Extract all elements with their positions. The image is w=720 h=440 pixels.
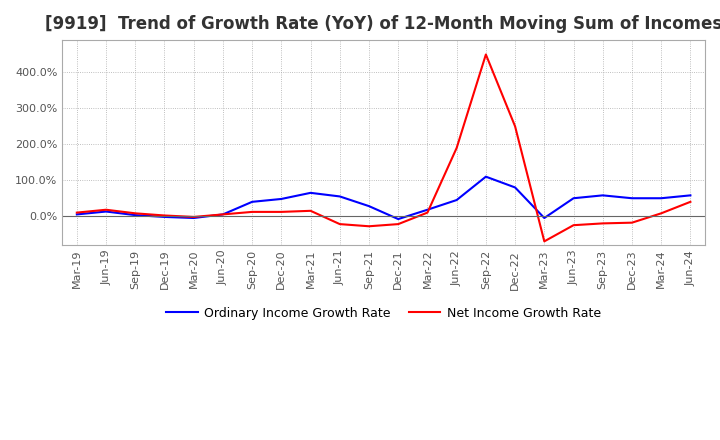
Net Income Growth Rate <box>248 209 256 215</box>
Net Income Growth Rate <box>482 52 490 57</box>
Ordinary Income Growth Rate <box>482 174 490 180</box>
Ordinary Income Growth Rate <box>160 214 168 220</box>
Ordinary Income Growth Rate <box>277 196 286 202</box>
Ordinary Income Growth Rate <box>306 190 315 195</box>
Net Income Growth Rate <box>189 214 198 220</box>
Ordinary Income Growth Rate <box>540 215 549 220</box>
Ordinary Income Growth Rate <box>219 212 228 217</box>
Net Income Growth Rate <box>73 210 81 215</box>
Net Income Growth Rate <box>102 207 110 213</box>
Net Income Growth Rate <box>219 212 228 217</box>
Line: Ordinary Income Growth Rate: Ordinary Income Growth Rate <box>77 177 690 219</box>
Net Income Growth Rate <box>540 239 549 244</box>
Net Income Growth Rate <box>160 213 168 218</box>
Net Income Growth Rate <box>570 223 578 228</box>
Net Income Growth Rate <box>306 208 315 213</box>
Net Income Growth Rate <box>452 145 461 150</box>
Line: Net Income Growth Rate: Net Income Growth Rate <box>77 55 690 242</box>
Net Income Growth Rate <box>657 211 665 216</box>
Title: [9919]  Trend of Growth Rate (YoY) of 12-Month Moving Sum of Incomes: [9919] Trend of Growth Rate (YoY) of 12-… <box>45 15 720 33</box>
Ordinary Income Growth Rate <box>73 212 81 217</box>
Net Income Growth Rate <box>423 210 432 215</box>
Ordinary Income Growth Rate <box>657 196 665 201</box>
Net Income Growth Rate <box>628 220 636 225</box>
Ordinary Income Growth Rate <box>336 194 344 199</box>
Ordinary Income Growth Rate <box>598 193 607 198</box>
Ordinary Income Growth Rate <box>189 215 198 220</box>
Ordinary Income Growth Rate <box>394 216 402 222</box>
Net Income Growth Rate <box>510 124 519 129</box>
Ordinary Income Growth Rate <box>365 204 374 209</box>
Net Income Growth Rate <box>394 221 402 227</box>
Ordinary Income Growth Rate <box>686 193 695 198</box>
Ordinary Income Growth Rate <box>423 207 432 213</box>
Ordinary Income Growth Rate <box>570 196 578 201</box>
Ordinary Income Growth Rate <box>248 199 256 205</box>
Net Income Growth Rate <box>598 221 607 226</box>
Ordinary Income Growth Rate <box>452 198 461 203</box>
Legend: Ordinary Income Growth Rate, Net Income Growth Rate: Ordinary Income Growth Rate, Net Income … <box>161 302 606 325</box>
Net Income Growth Rate <box>686 199 695 205</box>
Ordinary Income Growth Rate <box>131 213 140 218</box>
Net Income Growth Rate <box>365 224 374 229</box>
Net Income Growth Rate <box>131 211 140 216</box>
Ordinary Income Growth Rate <box>510 185 519 190</box>
Ordinary Income Growth Rate <box>628 196 636 201</box>
Ordinary Income Growth Rate <box>102 209 110 214</box>
Net Income Growth Rate <box>336 221 344 227</box>
Net Income Growth Rate <box>277 209 286 215</box>
